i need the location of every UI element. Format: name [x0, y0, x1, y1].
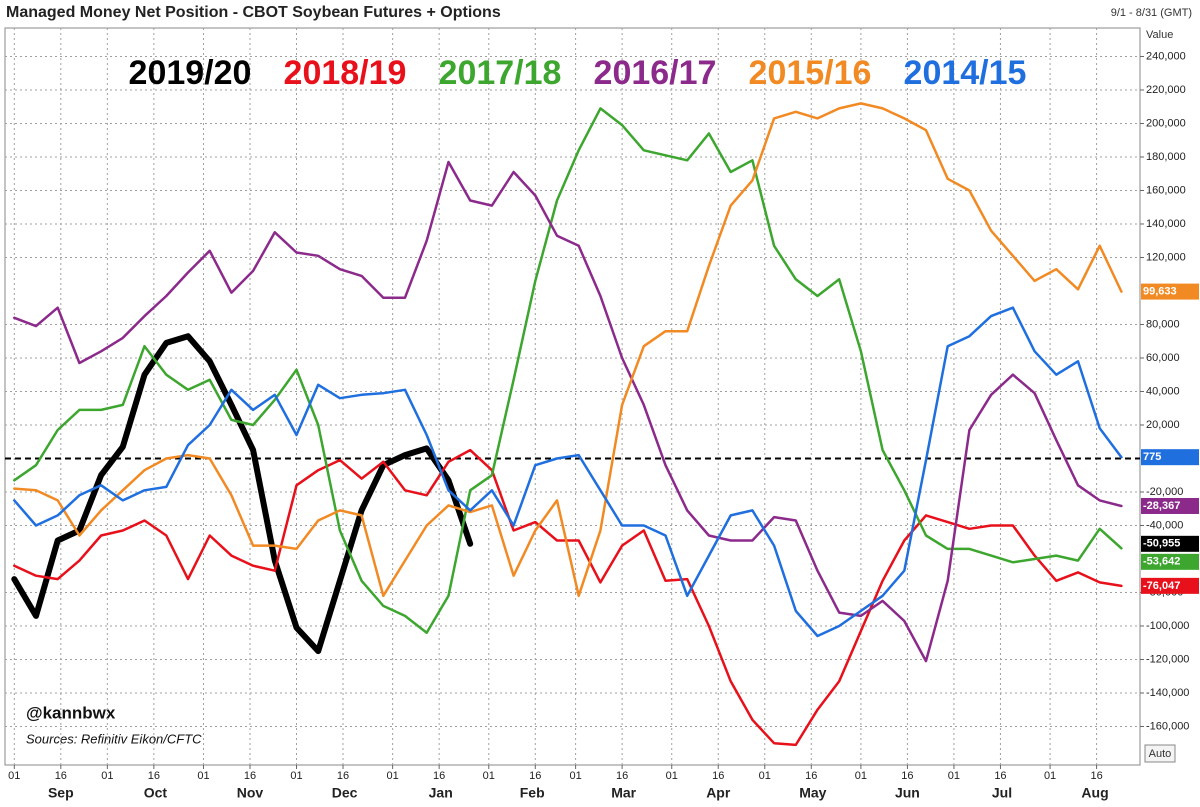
series-line	[13, 448, 1123, 747]
month-label: May	[799, 785, 826, 801]
series-line	[13, 102, 1123, 598]
x-tick-label: 16	[148, 770, 160, 782]
auto-button-label[interactable]: Auto	[1149, 748, 1172, 760]
series-line	[13, 306, 1123, 638]
x-tick-label: 16	[1090, 770, 1102, 782]
y-axis-label: Value	[1146, 29, 1173, 41]
x-tick-label: 16	[805, 770, 817, 782]
date-range: 9/1 - 8/31 (GMT)	[1111, 7, 1192, 19]
end-value-box	[1141, 553, 1199, 570]
y-tick-label: 180,000	[1146, 151, 1186, 163]
x-tick-label: 01	[483, 770, 495, 782]
y-tick-label: 60,000	[1146, 352, 1180, 364]
x-tick-label: 01	[290, 770, 302, 782]
series-line	[13, 160, 1123, 663]
month-label: Sep	[48, 785, 74, 801]
legend-entry: 2014/15	[904, 54, 1027, 92]
x-tick-label: 16	[55, 770, 67, 782]
end-value-label: -76,047	[1143, 580, 1180, 592]
series-line	[13, 107, 1123, 634]
legend-entry: 2015/16	[749, 54, 872, 92]
x-tick-label: 16	[901, 770, 913, 782]
end-value-label: -28,367	[1143, 500, 1180, 512]
end-value-box	[1141, 497, 1199, 514]
x-tick-label: 01	[569, 770, 581, 782]
legend-entry: 2016/17	[594, 54, 717, 92]
labels: 240,000 220,000 200,000 180,000 160,000 140,0…	[8, 50, 1199, 801]
x-tick-label: 01	[948, 770, 960, 782]
x-tick-label: 16	[994, 770, 1006, 782]
x-tick-label: 01	[666, 770, 678, 782]
end-value-box	[1141, 577, 1199, 594]
y-tick-label: -160,000	[1146, 720, 1189, 732]
end-value-box	[1141, 449, 1199, 466]
x-tick-label: 01	[855, 770, 867, 782]
month-label: Apr	[706, 785, 731, 801]
end-value-box	[1141, 535, 1199, 552]
y-tick-label: -140,000	[1146, 687, 1189, 699]
month-label: Mar	[611, 785, 636, 801]
auto-button[interactable]	[1144, 744, 1176, 763]
end-value-label: -50,955	[1143, 538, 1180, 550]
month-label: Jan	[429, 785, 453, 801]
x-tick-label: 01	[197, 770, 209, 782]
source: Sources: Refinitiv Eikon/CFTC	[26, 731, 202, 746]
y-tick-label: 220,000	[1146, 84, 1186, 96]
x-tick-label: 16	[529, 770, 541, 782]
end-value-label: 775	[1143, 451, 1161, 463]
month-label: Aug	[1081, 785, 1108, 801]
month-label: Jul	[992, 785, 1012, 801]
legend-entry: 2019/20	[129, 54, 252, 92]
y-tick-label: 40,000	[1146, 385, 1180, 397]
x-tick-label: 16	[616, 770, 628, 782]
y-tick-label: -40,000	[1146, 519, 1183, 531]
y-tick-label: -100,000	[1146, 620, 1189, 632]
legend-entry: 2017/18	[439, 54, 562, 92]
end-value-box	[1141, 283, 1199, 300]
x-tick-label: 16	[433, 770, 445, 782]
end-value-label: 99,633	[1143, 285, 1177, 297]
month-label: Jun	[895, 785, 920, 801]
month-label: Feb	[520, 785, 545, 801]
handle: @kannbwx	[26, 703, 116, 722]
y-tick-label: 20,000	[1146, 419, 1180, 431]
x-tick-label: 01	[8, 770, 20, 782]
y-tick-label: 120,000	[1146, 251, 1186, 263]
lines	[11, 102, 1123, 747]
grid	[5, 28, 1144, 769]
month-label: Nov	[237, 785, 264, 801]
month-label: Dec	[332, 785, 358, 801]
x-tick-label: 01	[1044, 770, 1056, 782]
y-tick-label: -20,000	[1146, 486, 1183, 498]
chart-title: Managed Money Net Position - CBOT Soybea…	[6, 4, 501, 21]
y-tick-label: 200,000	[1146, 117, 1186, 129]
x-tick-label: 01	[101, 770, 113, 782]
y-tick-label: 240,000	[1146, 50, 1186, 62]
plot-frame	[4, 27, 1141, 766]
x-tick-label: 16	[337, 770, 349, 782]
month-label: Oct	[144, 785, 168, 801]
legend-entry: 2018/19	[284, 54, 407, 92]
x-tick-label: 16	[244, 770, 256, 782]
x-tick-label: 16	[712, 770, 724, 782]
y-tick-label: -120,000	[1146, 653, 1189, 665]
series-line	[11, 333, 474, 655]
y-tick-label: 160,000	[1146, 184, 1186, 196]
x-tick-label: 01	[387, 770, 399, 782]
y-tick-label: 140,000	[1146, 218, 1186, 230]
y-tick-label: 80,000	[1146, 318, 1180, 330]
x-tick-label: 01	[759, 770, 771, 782]
end-value-label: -53,642	[1143, 556, 1180, 568]
